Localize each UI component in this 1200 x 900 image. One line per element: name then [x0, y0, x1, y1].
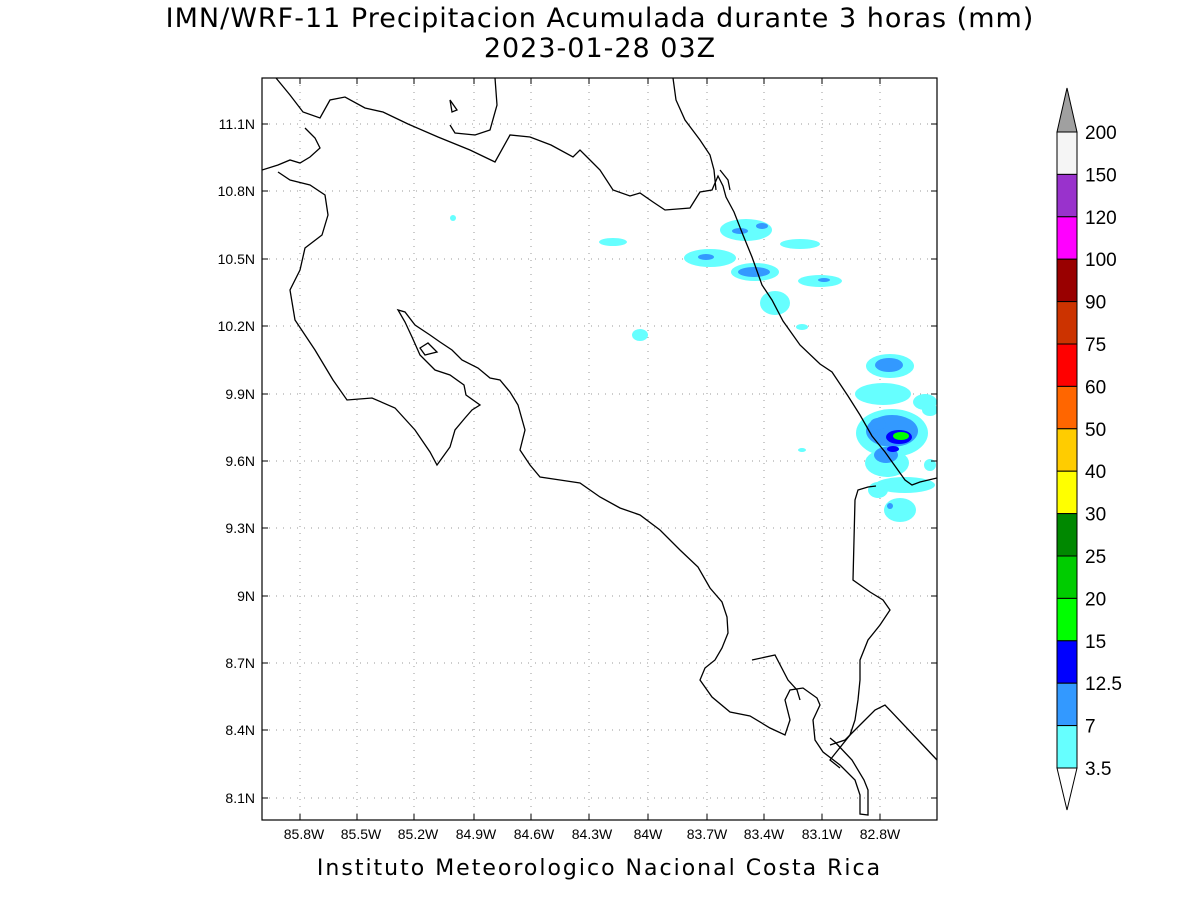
legend-label: 100 [1085, 250, 1117, 271]
legend-label: 20 [1085, 589, 1106, 610]
legend-label: 7 [1085, 717, 1096, 738]
precip-7mm [698, 223, 918, 509]
legend-color-box [1056, 682, 1078, 727]
lon-label: 85.5W [341, 826, 382, 842]
legend-label: 60 [1085, 377, 1106, 398]
lon-label: 84W [634, 826, 664, 842]
lat-label: 8.7N [225, 655, 255, 671]
legend-color-box [1056, 555, 1078, 599]
lon-label: 85.8W [284, 826, 325, 842]
lon-label: 84.9W [456, 826, 497, 842]
legend-color-box [1056, 640, 1078, 684]
lon-label: 82.8W [860, 826, 901, 842]
legend-label: 200 [1085, 123, 1117, 144]
legend-top-arrow [1056, 87, 1078, 133]
precip-15mm [893, 432, 909, 440]
lon-label: 84.3W [572, 826, 613, 842]
legend-label: 40 [1085, 462, 1106, 483]
footer-credit: Instituto Meteorologico Nacional Costa R… [316, 856, 883, 881]
lat-gridlines [262, 123, 937, 799]
legend-label: 12.5 [1085, 674, 1122, 695]
coastlines [262, 78, 937, 816]
legend-color-box [1056, 216, 1078, 260]
lat-label: 8.4N [225, 722, 255, 738]
legend-label: 30 [1085, 505, 1106, 526]
legend-label: 15 [1085, 632, 1106, 653]
legend-color-box [1056, 258, 1078, 303]
legend-color-box [1056, 343, 1078, 387]
legend-color-box [1056, 301, 1078, 345]
lat-labels: 11.1N 10.8N 10.5N 10.2N 9.9N 9.6N 9.3N 9… [218, 116, 255, 806]
precip-3-5mm [450, 215, 937, 522]
legend-color-box [1056, 513, 1078, 557]
lon-gridlines [299, 78, 881, 820]
lat-label: 10.2N [218, 318, 255, 334]
lat-label: 10.8N [218, 183, 255, 199]
color-legend: 200 150 120 100 90 75 60 50 40 30 25 20 15 12.5 7 3.5 [1056, 87, 1122, 811]
legend-label: 50 [1085, 420, 1106, 441]
map-subtitle: 2023-01-28 03Z [483, 33, 717, 64]
lat-label: 9.6N [225, 453, 255, 469]
legend-label: 25 [1085, 547, 1106, 568]
legend-color-box [1056, 131, 1078, 175]
tick-marks [262, 78, 937, 820]
map-frame [261, 77, 938, 821]
lat-label: 9N [237, 588, 255, 604]
panama-border [829, 485, 891, 769]
legend-label: 120 [1085, 208, 1117, 229]
lon-label: 84.6W [514, 826, 555, 842]
legend-color-box [1056, 173, 1078, 218]
lat-label: 9.9N [225, 386, 255, 402]
legend-color-box [1056, 428, 1078, 472]
legend-bottom-arrow [1056, 767, 1078, 811]
lat-label: 10.5N [218, 251, 255, 267]
lon-label: 83.4W [744, 826, 785, 842]
legend-color-box [1056, 470, 1078, 515]
legend-label: 75 [1085, 335, 1106, 356]
precipitation-field [450, 215, 937, 522]
lon-label: 85.2W [398, 826, 439, 842]
lat-label: 9.3N [225, 520, 255, 536]
lon-label: 83.7W [687, 826, 728, 842]
lon-label: 83.1W [802, 826, 843, 842]
legend-label: 3.5 [1085, 759, 1111, 780]
lat-label: 11.1N [219, 116, 255, 132]
legend-label: 150 [1085, 165, 1117, 186]
lon-labels: 85.8W 85.5W 85.2W 84.9W 84.6W 84.3W 84W … [284, 826, 901, 842]
legend-color-box [1056, 385, 1078, 430]
lat-label: 8.1N [225, 790, 255, 806]
legend-color-box [1056, 725, 1078, 769]
legend-color-box [1056, 597, 1078, 642]
map-title: IMN/WRF-11 Precipitacion Acumulada duran… [165, 3, 1035, 34]
legend-label: 90 [1085, 293, 1106, 314]
